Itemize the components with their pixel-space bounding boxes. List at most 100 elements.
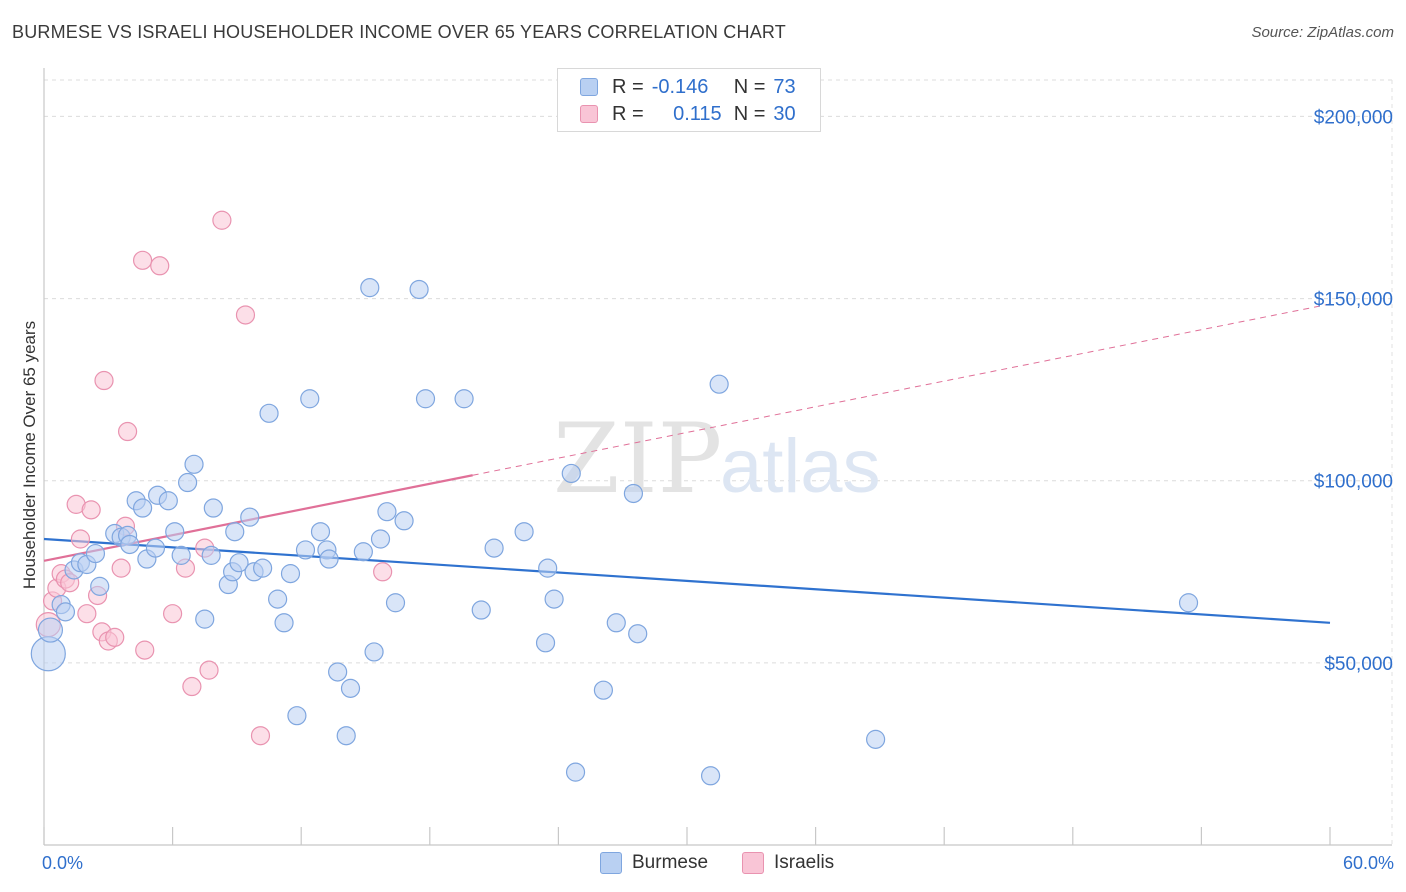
y-tick-label: $100,000 — [1314, 472, 1393, 493]
point-burmese — [565, 762, 586, 782]
legend-item-burmese: Burmese — [600, 852, 708, 874]
point-burmese — [700, 766, 721, 786]
point-burmese — [171, 545, 191, 565]
point-burmese — [484, 538, 504, 558]
n-label: N = — [733, 102, 766, 125]
point-burmese — [268, 589, 288, 609]
r-value: 0.115 — [673, 102, 722, 125]
y-tick-labels: $50,000 $100,000 $150,000 $200,000 — [1314, 107, 1393, 674]
point-israelis — [117, 421, 138, 442]
point-burmese — [394, 511, 414, 531]
y-tick-label: $200,000 — [1314, 107, 1393, 128]
point-burmese — [287, 706, 307, 726]
r-label: R = — [612, 102, 644, 125]
point-burmese — [535, 633, 556, 653]
point-burmese — [514, 522, 534, 542]
x-tick-min: 0.0% — [42, 853, 84, 873]
point-israelis — [199, 660, 219, 680]
point-burmese — [158, 491, 178, 511]
x-tick-max: 60.0% — [1342, 853, 1394, 873]
point-burmese — [132, 498, 153, 518]
point-burmese — [225, 522, 245, 542]
point-burmese — [544, 589, 564, 609]
point-israelis — [182, 676, 202, 697]
watermark-atlas: atlas — [720, 424, 881, 509]
point-burmese — [280, 564, 301, 584]
legend-row-burmese: R = -0.146 N = 73 — [580, 75, 796, 99]
point-burmese — [606, 613, 626, 633]
trend-line-israelis-extension — [472, 303, 1331, 476]
y-tick-label: $150,000 — [1314, 290, 1393, 311]
point-israelis — [150, 256, 170, 276]
point-burmese — [340, 678, 361, 698]
point-burmese — [866, 729, 886, 749]
point-burmese — [201, 545, 221, 565]
point-israelis — [373, 562, 393, 582]
point-burmese — [274, 613, 294, 633]
point-burmese — [377, 502, 397, 522]
point-burmese — [253, 558, 273, 578]
point-burmese — [319, 549, 339, 569]
israelis-swatch — [580, 105, 598, 123]
point-burmese — [353, 542, 373, 562]
point-israelis — [94, 370, 114, 391]
point-burmese — [415, 389, 436, 409]
point-burmese — [120, 534, 140, 555]
point-burmese — [90, 576, 110, 596]
point-burmese — [336, 726, 356, 746]
chart-title: BURMESE VS ISRAELI HOUSEHOLDER INCOME OV… — [12, 22, 786, 42]
point-burmese — [240, 507, 260, 527]
point-burmese — [709, 374, 729, 394]
point-burmese — [295, 540, 316, 560]
point-israelis — [111, 558, 131, 578]
source-label: Source: ZipAtlas.com — [1251, 24, 1394, 41]
point-burmese — [360, 278, 380, 298]
point-burmese — [178, 472, 198, 493]
legend-label-israelis: Israelis — [774, 852, 835, 873]
point-israelis — [81, 500, 101, 520]
point-burmese — [364, 642, 384, 662]
correlation-legend: R = -0.146 N = 73 R = 0.115 N = 30 — [557, 68, 821, 132]
axes — [43, 68, 1392, 846]
point-burmese — [203, 498, 223, 518]
legend-label-burmese: Burmese — [632, 852, 709, 873]
point-burmese — [310, 522, 331, 542]
point-burmese — [385, 593, 406, 613]
n-value: 30 — [773, 102, 796, 125]
point-burmese — [593, 680, 614, 700]
point-burmese — [300, 389, 320, 409]
legend-row-israelis: R = 0.115 N = 30 — [580, 102, 796, 126]
point-israelis — [212, 210, 232, 230]
israelis-swatch — [742, 852, 764, 874]
point-burmese — [623, 483, 644, 504]
point-burmese — [55, 602, 76, 622]
burmese-swatch — [600, 852, 622, 874]
point-burmese — [145, 538, 166, 558]
point-burmese — [328, 662, 348, 682]
series-burmese — [30, 278, 1199, 786]
point-burmese — [195, 609, 215, 629]
burmese-swatch — [580, 78, 598, 96]
point-burmese — [628, 624, 648, 644]
point-burmese — [561, 463, 581, 484]
trend-line-burmese — [43, 537, 1331, 624]
point-israelis — [235, 305, 256, 325]
point-israelis — [70, 529, 91, 549]
point-israelis — [135, 640, 155, 660]
point-burmese — [259, 403, 279, 423]
point-burmese — [85, 543, 106, 564]
point-burmese — [184, 454, 204, 474]
point-israelis — [77, 604, 97, 624]
point-burmese — [1178, 593, 1199, 613]
r-value: -0.146 — [651, 75, 709, 98]
point-burmese — [37, 617, 64, 643]
point-burmese — [165, 522, 185, 542]
n-value: 73 — [773, 75, 796, 98]
point-israelis — [250, 726, 271, 746]
point-burmese — [409, 279, 429, 300]
point-israelis — [105, 627, 125, 647]
y-axis-label: Householder Income Over 65 years — [20, 320, 39, 590]
y-tick-label: $50,000 — [1324, 654, 1393, 675]
